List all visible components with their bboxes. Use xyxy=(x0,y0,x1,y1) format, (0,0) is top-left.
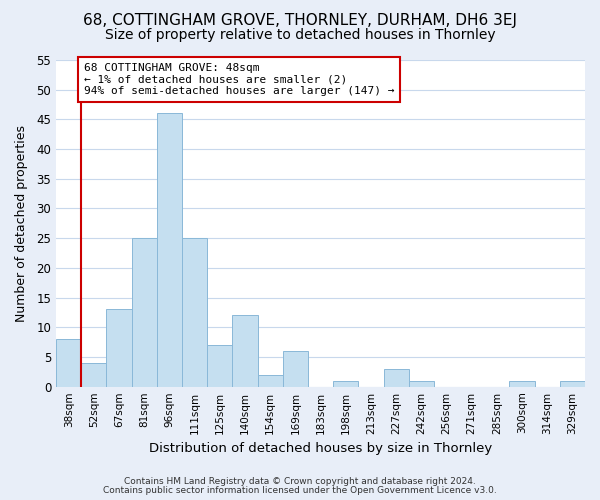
Text: Contains public sector information licensed under the Open Government Licence v3: Contains public sector information licen… xyxy=(103,486,497,495)
Y-axis label: Number of detached properties: Number of detached properties xyxy=(15,125,28,322)
Bar xyxy=(157,114,182,386)
Bar xyxy=(182,238,207,386)
Bar xyxy=(383,369,409,386)
Text: Contains HM Land Registry data © Crown copyright and database right 2024.: Contains HM Land Registry data © Crown c… xyxy=(124,477,476,486)
Text: 68 COTTINGHAM GROVE: 48sqm
← 1% of detached houses are smaller (2)
94% of semi-d: 68 COTTINGHAM GROVE: 48sqm ← 1% of detac… xyxy=(84,63,394,96)
Bar xyxy=(257,375,283,386)
Bar xyxy=(207,345,232,387)
Bar xyxy=(56,339,81,386)
Bar xyxy=(131,238,157,386)
Bar xyxy=(81,363,106,386)
Bar xyxy=(106,310,131,386)
X-axis label: Distribution of detached houses by size in Thornley: Distribution of detached houses by size … xyxy=(149,442,492,455)
Bar xyxy=(509,380,535,386)
Bar xyxy=(283,351,308,386)
Text: 68, COTTINGHAM GROVE, THORNLEY, DURHAM, DH6 3EJ: 68, COTTINGHAM GROVE, THORNLEY, DURHAM, … xyxy=(83,12,517,28)
Text: Size of property relative to detached houses in Thornley: Size of property relative to detached ho… xyxy=(104,28,496,42)
Bar xyxy=(232,316,257,386)
Bar xyxy=(560,380,585,386)
Bar xyxy=(409,380,434,386)
Bar xyxy=(333,380,358,386)
